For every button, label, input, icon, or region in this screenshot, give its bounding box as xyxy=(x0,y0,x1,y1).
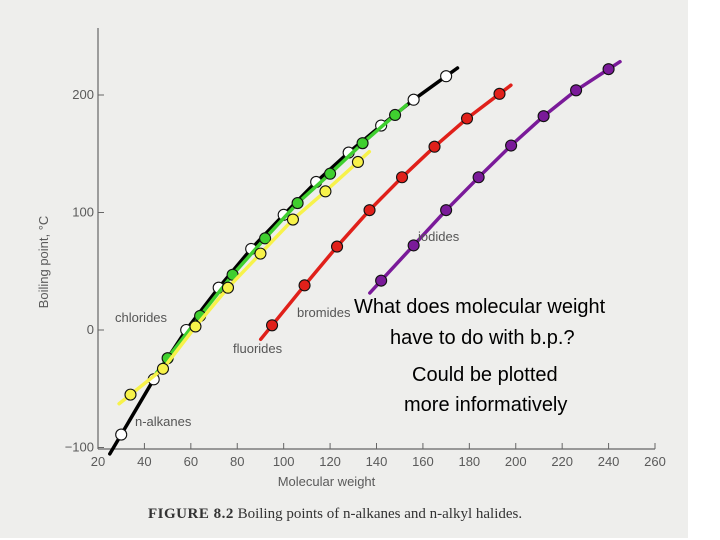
x-tick-label: 40 xyxy=(137,454,151,469)
label-chlorides: chlorides xyxy=(115,310,168,325)
point-chlorides xyxy=(291,197,304,210)
line-iodides xyxy=(368,59,622,295)
x-tick-label: 240 xyxy=(598,454,620,469)
x-tick-label: 180 xyxy=(458,454,480,469)
series-nalkanes xyxy=(108,66,460,456)
x-tick-label: 20 xyxy=(91,454,105,469)
point-fluorides xyxy=(124,388,137,401)
point-iodides xyxy=(440,204,453,217)
question-line-1: What does molecular weight xyxy=(354,296,606,318)
point-nalkanes xyxy=(407,93,420,106)
x-tick-label: 140 xyxy=(366,454,388,469)
series-iodides xyxy=(368,59,622,295)
series-chlorides xyxy=(154,103,409,375)
y-axis-title: Boiling point, °C xyxy=(36,216,51,309)
point-fluorides xyxy=(189,320,202,333)
x-tick-label: 60 xyxy=(184,454,198,469)
axes: 20 40 60 80 100 120 140 160 180 200 220 240 260 −100 0… xyxy=(36,28,666,489)
point-fluorides xyxy=(319,185,332,198)
x-tick-label: 160 xyxy=(412,454,434,469)
figure-number: FIGURE 8.2 xyxy=(148,506,234,522)
y-tick-label: −100 xyxy=(65,440,94,455)
x-tick-label: 100 xyxy=(273,454,295,469)
point-bromides xyxy=(460,112,474,125)
line-chlorides xyxy=(154,103,409,375)
x-tick-label: 220 xyxy=(551,454,573,469)
series-fluorides xyxy=(117,149,372,406)
point-fluorides xyxy=(156,362,170,375)
point-nalkanes xyxy=(440,70,453,83)
y-tick-label: 0 xyxy=(87,322,94,337)
label-bromides: bromides xyxy=(297,305,351,320)
point-chlorides xyxy=(259,232,272,245)
point-fluorides xyxy=(351,155,364,169)
note-line-1: Could be plotted xyxy=(412,364,558,386)
point-chlorides xyxy=(356,137,369,150)
label-fluorides: fluorides xyxy=(233,341,283,356)
point-bromides xyxy=(395,171,409,184)
point-iodides xyxy=(375,274,388,287)
line-bromides xyxy=(258,83,513,342)
figure-caption: FIGURE 8.2 Boiling points of n-alkanes a… xyxy=(148,506,522,523)
point-iodides xyxy=(537,110,550,123)
point-bromides xyxy=(266,319,279,332)
point-nalkanes xyxy=(115,428,128,441)
point-bromides xyxy=(428,140,441,153)
point-bromides xyxy=(298,279,311,292)
point-fluorides xyxy=(221,281,235,294)
y-tick-label: 200 xyxy=(72,87,94,102)
question-line-2: have to do with b.p.? xyxy=(390,327,575,349)
point-iodides xyxy=(570,84,583,97)
point-iodides xyxy=(472,171,485,184)
point-iodides xyxy=(505,139,518,152)
point-fluorides xyxy=(254,247,267,260)
x-tick-label: 120 xyxy=(319,454,341,469)
point-iodides xyxy=(407,239,420,252)
point-chlorides xyxy=(389,108,402,122)
point-fluorides xyxy=(286,213,300,226)
y-tick-label: 100 xyxy=(72,205,94,220)
figure-caption-text: Boiling points of n-alkanes and n-alkyl … xyxy=(237,506,523,522)
x-tick-label: 80 xyxy=(230,454,244,469)
x-axis-title: Molecular weight xyxy=(278,474,376,489)
note-line-2: more informatively xyxy=(404,394,568,416)
point-bromides xyxy=(330,240,344,253)
x-tick-label: 260 xyxy=(644,454,666,469)
label-iodides: iodides xyxy=(418,229,460,244)
point-chlorides xyxy=(324,167,337,180)
x-tick-label: 200 xyxy=(505,454,527,469)
line-fluorides xyxy=(117,149,372,406)
point-bromides xyxy=(363,204,376,217)
label-n-alkanes: n-alkanes xyxy=(135,414,192,429)
point-bromides xyxy=(493,87,506,100)
point-iodides xyxy=(602,63,615,76)
series-bromides xyxy=(258,83,513,342)
series-layer xyxy=(108,59,622,456)
